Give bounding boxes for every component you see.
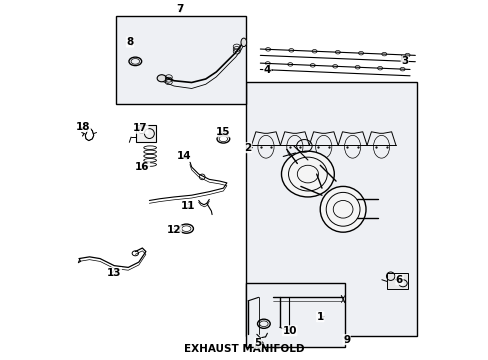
Text: 14: 14 bbox=[177, 152, 192, 161]
Text: 6: 6 bbox=[395, 275, 402, 285]
Bar bbox=[116, 15, 246, 104]
Text: 15: 15 bbox=[216, 127, 230, 137]
Ellipse shape bbox=[241, 38, 246, 46]
Text: 9: 9 bbox=[343, 334, 349, 345]
Bar bbox=[246, 82, 416, 336]
Text: 18: 18 bbox=[76, 122, 90, 131]
Bar bbox=[386, 273, 407, 289]
Text: 13: 13 bbox=[107, 268, 121, 278]
Text: 1: 1 bbox=[316, 312, 323, 322]
Bar bbox=[136, 125, 155, 142]
Text: 16: 16 bbox=[135, 162, 149, 172]
Ellipse shape bbox=[398, 280, 407, 287]
Text: EXHAUST MANIFOLD: EXHAUST MANIFOLD bbox=[184, 344, 304, 354]
Text: 3: 3 bbox=[400, 57, 407, 66]
Ellipse shape bbox=[320, 186, 365, 232]
Text: 12: 12 bbox=[166, 225, 181, 235]
Text: 10: 10 bbox=[282, 326, 296, 336]
Bar bbox=[246, 283, 344, 347]
Text: 11: 11 bbox=[181, 201, 195, 211]
Ellipse shape bbox=[157, 75, 166, 82]
Text: 8: 8 bbox=[126, 37, 133, 47]
Text: 5: 5 bbox=[254, 338, 261, 348]
Text: 17: 17 bbox=[133, 123, 147, 133]
Text: 2: 2 bbox=[244, 143, 251, 153]
Ellipse shape bbox=[281, 151, 334, 197]
Text: 4: 4 bbox=[263, 65, 270, 75]
Text: 7: 7 bbox=[176, 4, 183, 14]
